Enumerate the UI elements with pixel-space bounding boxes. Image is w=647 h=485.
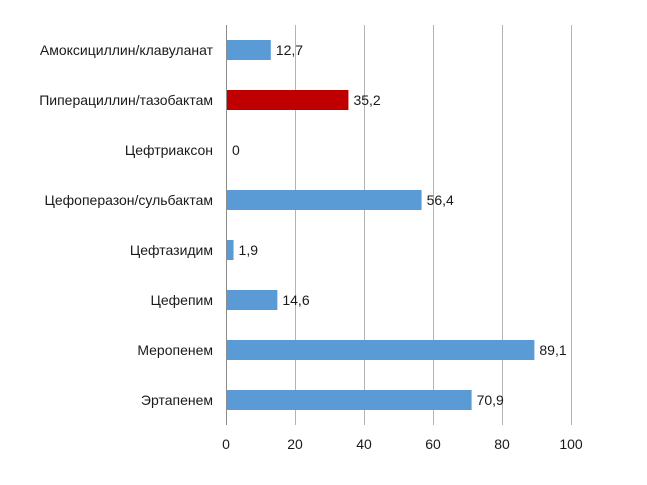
bar <box>227 240 234 260</box>
data-label: 0 <box>232 142 240 158</box>
bar <box>227 40 271 60</box>
x-tick-label: 80 <box>494 436 510 452</box>
category-label: Эртапенем <box>141 392 213 408</box>
category-labels: Амоксициллин/клавуланат Пиперациллин/тазо… <box>39 42 213 408</box>
category-label: Меропенем <box>137 342 213 358</box>
bar <box>227 390 472 410</box>
category-label: Амоксициллин/клавуланат <box>40 42 214 58</box>
category-label: Цефепим <box>151 292 213 308</box>
data-label: 70,9 <box>477 392 504 408</box>
bar <box>227 90 349 110</box>
x-tick-label: 40 <box>356 436 372 452</box>
category-label: Цефтазидим <box>130 242 213 258</box>
x-tick-label: 60 <box>425 436 441 452</box>
x-tick-label: 20 <box>287 436 303 452</box>
bar <box>227 190 422 210</box>
data-label: 12,7 <box>276 42 303 58</box>
data-label: 56,4 <box>427 192 454 208</box>
x-tick-labels: 0 20 40 60 80 100 <box>222 436 583 452</box>
category-label: Цефтриаксон <box>125 142 213 158</box>
gridlines <box>226 25 572 425</box>
data-label: 35,2 <box>353 92 380 108</box>
data-label: 89,1 <box>539 342 566 358</box>
bar <box>227 340 535 360</box>
value-labels: 12,7 35,2 0 56,4 1,9 14,6 89,1 70,9 <box>232 42 567 408</box>
x-tick-label: 100 <box>559 436 583 452</box>
data-label: 1,9 <box>239 242 259 258</box>
data-label: 14,6 <box>282 292 309 308</box>
category-label: Пиперациллин/тазобактам <box>39 92 213 108</box>
bar <box>227 290 278 310</box>
category-label: Цефоперазон/сульбактам <box>45 192 214 208</box>
bars <box>227 40 535 410</box>
x-tick-label: 0 <box>222 436 230 452</box>
